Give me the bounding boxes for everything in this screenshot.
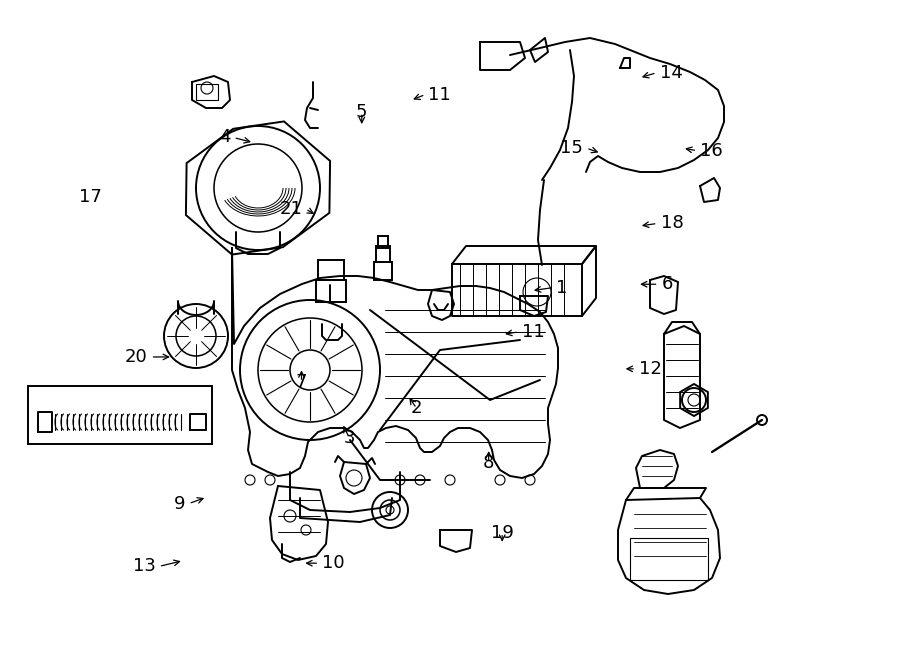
Text: 19: 19 (491, 524, 514, 542)
Bar (378, 236, 388, 248)
Text: 11: 11 (428, 85, 451, 104)
Bar (630, 538, 708, 580)
Text: 16: 16 (700, 141, 723, 160)
Bar (196, 84, 218, 100)
Bar (316, 280, 346, 302)
Text: 18: 18 (661, 214, 683, 233)
Bar (28, 386, 212, 444)
Text: 9: 9 (174, 494, 185, 513)
Text: 17: 17 (78, 188, 102, 206)
Text: 2: 2 (411, 399, 422, 418)
Text: 20: 20 (125, 348, 148, 366)
Bar (318, 260, 344, 280)
Text: 11: 11 (522, 323, 544, 341)
Text: 6: 6 (662, 275, 673, 293)
Text: 1: 1 (556, 278, 568, 297)
Text: 5: 5 (356, 103, 367, 122)
Text: 4: 4 (219, 128, 230, 147)
Text: 21: 21 (280, 200, 302, 218)
Text: 15: 15 (561, 139, 583, 157)
Bar (376, 246, 390, 262)
Text: 3: 3 (344, 428, 355, 447)
Text: 8: 8 (483, 453, 494, 472)
Text: 12: 12 (639, 360, 662, 378)
Text: 14: 14 (660, 63, 682, 82)
Text: 13: 13 (133, 557, 156, 576)
Text: 7: 7 (296, 373, 307, 391)
Bar (374, 262, 392, 280)
Text: 10: 10 (322, 554, 345, 572)
